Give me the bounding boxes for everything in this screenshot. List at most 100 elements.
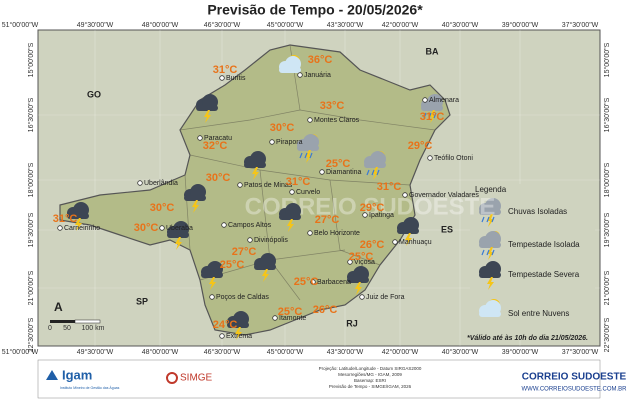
legend-item: Sol entre Nuvens	[508, 309, 569, 318]
city-name: Januária	[304, 72, 331, 79]
city-name: Paracatu	[204, 135, 232, 142]
bolt	[209, 277, 216, 290]
bolt	[372, 167, 379, 180]
city-temp: 29°C	[408, 140, 433, 152]
city-temp: 31°C	[420, 111, 445, 123]
city-dot	[392, 239, 398, 245]
city-temp: 31°C	[53, 213, 78, 225]
lon-label: 46°30'00"W	[204, 348, 241, 356]
legend: Legenda Chuvas Isoladas Tempestade Isolad…	[470, 184, 595, 334]
city-dot	[362, 212, 368, 218]
city-name: Uberaba	[166, 225, 193, 232]
cloud	[479, 209, 501, 215]
bolt	[235, 327, 242, 340]
legend-item: Chuvas Isoladas	[508, 207, 567, 216]
lat-label: 21°00'00"S	[27, 270, 35, 305]
weather-icon	[184, 184, 206, 213]
weather-icon	[201, 261, 223, 290]
lon-label: 49°30'00"W	[77, 348, 114, 356]
simge-logo: SIMGE	[180, 373, 213, 384]
city-temp: 25°C	[278, 306, 303, 318]
rain	[481, 216, 495, 223]
lon-label: 48°00'00"W	[142, 348, 179, 356]
bolt	[405, 233, 412, 246]
lat-label: 15°00'00"S	[603, 42, 611, 77]
lat-label: 16°30'00"S	[603, 97, 611, 132]
city-dot	[297, 72, 303, 78]
weather-icon	[479, 198, 501, 227]
city-dot	[209, 294, 215, 300]
bolt	[429, 110, 436, 123]
city-dot	[310, 279, 316, 285]
cloud	[347, 277, 369, 283]
lat-label: 19°30'00"S	[27, 212, 35, 247]
state-label: ES	[441, 224, 453, 234]
city-name: Curvelo	[296, 189, 320, 196]
weather-icon	[196, 94, 218, 123]
bolt	[287, 219, 294, 232]
note: *Válido até às 10h do dia 21/05/2026.	[467, 335, 588, 342]
cloud	[479, 242, 501, 248]
cloud	[397, 228, 419, 234]
lon-label: 46°30'00"W	[204, 21, 241, 29]
city-name: Belo Horizonte	[314, 230, 360, 237]
rain	[481, 249, 495, 256]
city-temp: 30°C	[206, 172, 231, 184]
city-temp: 25°C	[220, 259, 245, 271]
city-name: Pirapora	[276, 139, 303, 146]
lat-label: 22°30'00"S	[603, 317, 611, 352]
lat-label: 21°00'00"S	[603, 270, 611, 305]
state-label: SP	[136, 296, 148, 306]
bolt	[487, 214, 494, 227]
scale-label: 100 km	[82, 325, 105, 332]
city-name: Poços de Caldas	[216, 294, 269, 301]
lon-label: 48°00'00"W	[142, 21, 179, 29]
weather-icon	[67, 202, 89, 231]
city-name: Governador Valadares	[409, 192, 479, 199]
cloud	[297, 145, 319, 151]
city-dot	[359, 294, 365, 300]
city-name: Montes Claros	[314, 117, 360, 124]
weather-icon	[364, 151, 386, 180]
weather-icon	[279, 55, 301, 73]
city-dot	[422, 97, 428, 103]
city-dot	[307, 117, 313, 123]
city-name: Juiz de Fora	[366, 294, 405, 301]
lon-label: 39°00'00"W	[502, 21, 539, 29]
cloud	[479, 272, 501, 278]
lon-label: 45°00'00"W	[267, 21, 304, 29]
bolt	[252, 167, 259, 180]
city-temp: 26°C	[313, 304, 338, 316]
weather-icon	[479, 231, 501, 260]
cloud	[227, 322, 249, 328]
bolt	[192, 200, 199, 213]
scale-label: 50	[63, 325, 71, 332]
igam-logo: Igam	[62, 367, 92, 382]
scale-bar: A 0 50 100 km	[48, 300, 105, 332]
bolt	[487, 277, 494, 290]
cloud	[279, 67, 301, 73]
city-dot	[221, 222, 227, 228]
cloud	[254, 264, 276, 270]
city-temp: 25°C	[326, 158, 351, 170]
cloud	[421, 105, 443, 111]
state-label: BA	[426, 46, 439, 56]
city-temp: 31°C	[377, 181, 402, 193]
city-dot	[427, 155, 433, 161]
city-dot	[159, 225, 165, 231]
city-dot	[237, 182, 243, 188]
city-name: Extrema	[226, 333, 252, 340]
weather-icon	[244, 151, 266, 180]
cloud	[364, 162, 386, 168]
city-temp: 25°C	[349, 251, 374, 263]
city-name: Viçosa	[354, 259, 375, 266]
city-dot	[347, 259, 353, 265]
city-temp: 27°C	[315, 214, 340, 226]
weather-icon	[254, 253, 276, 282]
city-dot	[402, 192, 408, 198]
city-temp: 27°C	[232, 246, 257, 258]
city-temp: 25°C	[294, 276, 319, 288]
rain	[299, 152, 313, 159]
legend-title: Legenda	[475, 185, 507, 194]
lat-label: 16°30'00"S	[27, 97, 35, 132]
